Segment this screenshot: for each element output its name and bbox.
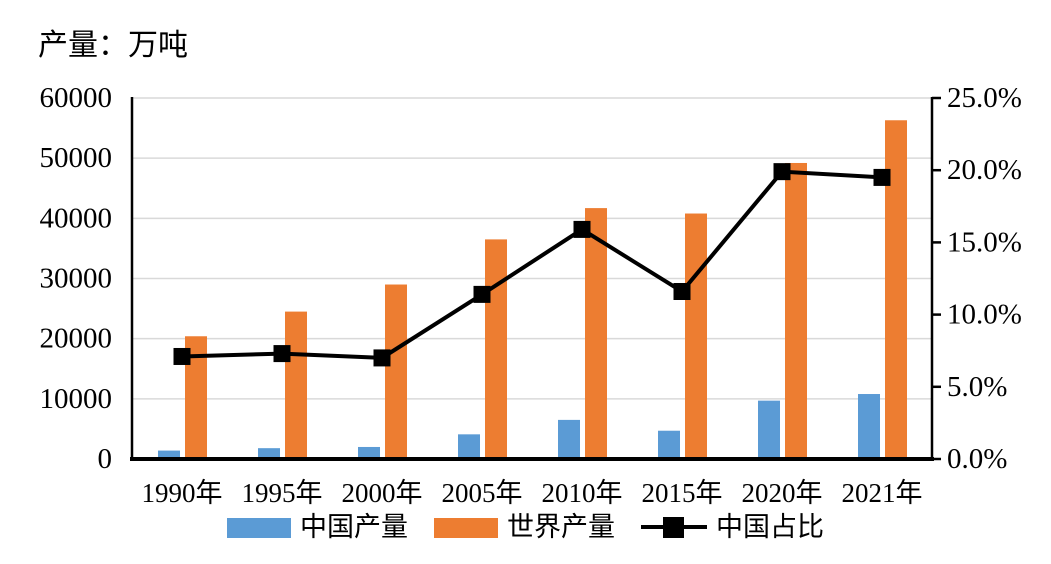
x-axis-category-label: 2010年 [542,478,623,508]
legend-square-marker-icon [663,517,684,538]
bar-china-2015年 [658,430,680,459]
share-marker-1995年 [273,345,291,363]
share-marker-1990年 [173,347,191,365]
bar-china-2000年 [358,446,380,459]
legend-item-china-share: 中国占比 [641,514,824,541]
legend-swatch-world-bar [434,517,498,538]
bar-china-1990年 [158,450,180,459]
bar-world-2015年 [685,213,707,459]
left-axis-tick-label: 60000 [40,82,113,114]
chart-title: 产量：万吨 [38,29,188,62]
legend-label-china-share: 中国占比 [716,512,824,542]
right-axis-tick-label: 20.0% [947,154,1022,186]
legend-label-world-production: 世界产量 [507,512,615,542]
bar-china-1995年 [258,448,280,459]
x-axis-category-label: 2005年 [442,478,523,508]
bar-china-2020年 [758,400,780,459]
right-axis-tick-label: 10.0% [947,299,1022,331]
share-marker-2000年 [373,349,391,367]
legend-item-world-production: 世界产量 [434,514,615,541]
right-axis-tick-label: 15.0% [947,226,1022,258]
share-marker-2005年 [473,285,491,303]
left-axis-tick-label: 30000 [40,263,113,295]
share-marker-2010年 [573,220,591,238]
legend-swatch-share-line [641,517,707,538]
bar-world-2005年 [485,239,507,459]
right-axis-tick-label: 0.0% [947,443,1007,475]
legend-item-china-production: 中国产量 [227,514,408,541]
china-share-line [181,169,883,360]
bar-world-2020年 [785,162,807,460]
legend: 中国产量 世界产量 中国占比 [0,514,1051,541]
bar-world-2021年 [885,120,907,460]
share-marker-2015年 [673,282,691,300]
bar-world-2010年 [585,208,607,459]
bar-china-2005年 [458,434,480,459]
share-marker-2021年 [873,168,891,186]
left-axis-tick-label: 0 [98,443,113,475]
bar-world-1990年 [185,336,207,459]
right-axis-tick-label: 5.0% [947,371,1007,403]
x-axis-category-label: 1995年 [242,478,323,508]
bar-china-2010年 [558,419,580,459]
x-axis-category-label: 2015年 [642,478,723,508]
x-axis-category-label: 2020年 [742,478,823,508]
left-axis-tick-label: 10000 [40,383,113,415]
legend-swatch-china-bar [227,517,291,538]
x-axis-category-label: 2000年 [342,478,423,508]
left-axis-tick-label: 40000 [40,202,113,234]
x-axis-category-label: 1990年 [142,478,223,508]
right-axis-tick-label: 25.0% [947,82,1022,114]
x-axis-category-label: 2021年 [842,478,923,508]
bar-world-1995年 [285,311,307,459]
legend-label-china-production: 中国产量 [300,512,408,542]
share-marker-2020年 [773,163,791,181]
left-axis-tick-label: 50000 [40,142,113,174]
bar-world-2000年 [385,284,407,459]
left-axis-tick-label: 20000 [40,323,113,355]
bar-china-2021年 [858,394,880,459]
